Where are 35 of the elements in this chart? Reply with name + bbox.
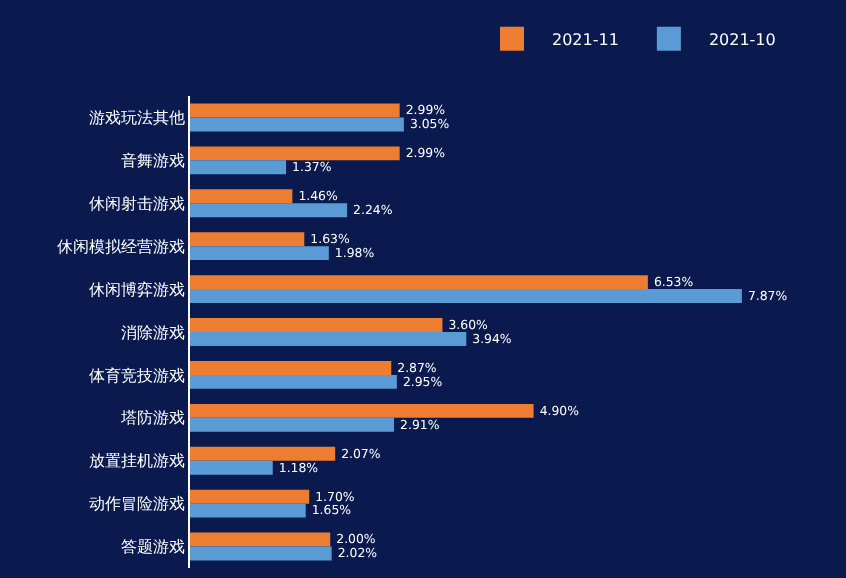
bar	[190, 489, 310, 504]
y-tick-label: 休闲模拟经营游戏	[56, 237, 185, 256]
bar	[190, 360, 392, 375]
bar	[190, 232, 305, 247]
bar	[190, 503, 306, 518]
y-tick-label: 休闲射击游戏	[88, 194, 185, 213]
y-tick-label: 游戏玩法其他	[88, 109, 185, 128]
y-tick-label: 答题游戏	[120, 538, 185, 557]
bar	[190, 160, 287, 175]
bar	[190, 103, 400, 118]
y-tick-label: 塔防游戏	[118, 409, 185, 428]
bar	[190, 117, 404, 132]
bar	[190, 318, 443, 332]
bar	[190, 189, 293, 204]
bar	[190, 460, 273, 475]
bar	[190, 203, 348, 218]
y-tick-label: 消除游戏	[120, 323, 185, 342]
bar	[190, 332, 467, 346]
y-tick-label: 音舞游戏	[120, 151, 185, 170]
legend-label: 2021-11	[552, 30, 619, 49]
bar	[190, 374, 397, 389]
bar	[190, 417, 395, 432]
bar	[190, 532, 331, 547]
bar	[190, 446, 336, 461]
y-tick-label: 动作冒险游戏	[88, 495, 185, 514]
bar	[190, 546, 332, 561]
legend-label: 2021-10	[708, 30, 776, 49]
bar	[190, 146, 400, 161]
bar	[190, 403, 534, 418]
y-tick-label: 放置挂机游戏	[88, 452, 185, 471]
y-tick-label: 体育竞技游戏	[88, 366, 185, 385]
y-tick-label: 休闲博弈游戏	[88, 280, 185, 299]
bar	[190, 246, 329, 261]
bar	[190, 275, 648, 290]
bar	[190, 289, 742, 304]
